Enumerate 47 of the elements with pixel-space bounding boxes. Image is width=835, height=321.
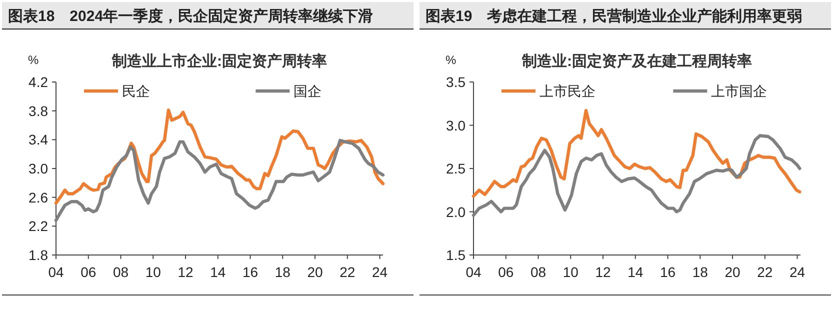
x-tick-label: 10 xyxy=(562,264,579,280)
chart-subtitle: 制造业上市企业:固定资产周转率 xyxy=(111,52,327,70)
y-axis-title: % xyxy=(28,53,39,67)
chart-title: 图表18 2024年一季度，民企固定资产周转率继续下滑 xyxy=(8,7,374,25)
y-tick-label: 3.0 xyxy=(28,160,48,176)
y-tick-label: 2.2 xyxy=(28,218,48,234)
x-tick-label: 16 xyxy=(660,264,676,280)
x-tick-label: 20 xyxy=(307,264,324,280)
x-tick-label: 10 xyxy=(145,264,162,280)
y-tick-label: 1.5 xyxy=(446,247,466,263)
x-tick-label: 14 xyxy=(210,264,226,280)
x-tick-label: 16 xyxy=(242,264,258,280)
x-tick-label: 08 xyxy=(112,264,129,280)
y-tick-label: 3.4 xyxy=(28,132,48,148)
x-tick-label: 12 xyxy=(178,264,194,280)
y-tick-label: 4.2 xyxy=(28,74,48,90)
x-tick-label: 18 xyxy=(274,264,291,280)
x-tick-label: 08 xyxy=(530,264,546,280)
legend-label: 上市民企 xyxy=(540,83,596,99)
y-tick-label: 1.8 xyxy=(28,247,48,263)
y-tick-label: 2.6 xyxy=(28,189,48,206)
y-tick-label: 2.5 xyxy=(446,160,466,176)
chart-subtitle: 制造业:固定资产及在建工程周转率 xyxy=(521,52,752,70)
legend-label: 国企 xyxy=(294,83,322,99)
x-tick-label: 24 xyxy=(372,264,388,280)
x-tick-label: 22 xyxy=(340,264,356,280)
x-tick-label: 06 xyxy=(498,264,514,280)
chart-title: 图表19 考虑在建工程，民营制造业企业产能利用率更弱 xyxy=(426,7,802,25)
y-axis-title: % xyxy=(446,53,456,67)
x-tick-label: 22 xyxy=(757,264,773,280)
y-tick-label: 3.0 xyxy=(446,117,466,134)
legend-label: 民企 xyxy=(122,83,150,99)
x-tick-label: 04 xyxy=(48,264,64,280)
line-series xyxy=(472,134,802,217)
x-tick-label: 18 xyxy=(692,264,708,280)
x-tick-label: 04 xyxy=(466,264,482,280)
y-tick-label: 3.5 xyxy=(446,74,466,90)
x-tick-label: 14 xyxy=(628,264,644,280)
line-series xyxy=(54,138,385,222)
x-tick-label: 24 xyxy=(789,264,806,280)
y-tick-label: 3.8 xyxy=(28,102,48,119)
x-tick-label: 12 xyxy=(595,264,611,280)
line-series xyxy=(472,108,802,198)
legend-label: 上市国企 xyxy=(711,83,768,99)
x-tick-label: 06 xyxy=(80,264,96,280)
x-tick-label: 20 xyxy=(724,264,741,280)
y-tick-label: 2.0 xyxy=(446,204,466,220)
